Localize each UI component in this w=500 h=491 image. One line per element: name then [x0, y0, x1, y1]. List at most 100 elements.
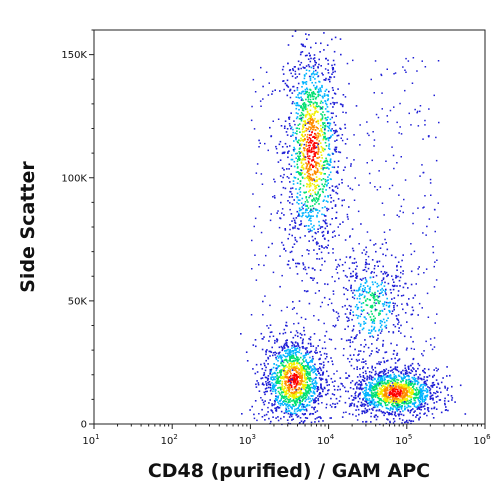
density-point — [294, 387, 296, 389]
density-point — [269, 386, 272, 389]
density-point — [383, 375, 385, 377]
density-point — [373, 415, 376, 418]
density-point — [436, 370, 438, 372]
density-point — [406, 395, 409, 397]
density-point — [286, 345, 289, 347]
density-point — [379, 313, 381, 315]
density-point — [293, 89, 296, 92]
density-point — [317, 191, 319, 193]
density-point — [410, 401, 412, 403]
density-point — [283, 400, 285, 402]
density-point — [409, 402, 412, 404]
density-point — [295, 383, 298, 385]
density-point — [336, 272, 339, 274]
density-point — [316, 91, 319, 93]
density-point — [309, 189, 311, 191]
density-point — [353, 403, 356, 405]
density-point — [288, 390, 290, 393]
density-point — [274, 388, 276, 391]
density-point — [293, 165, 296, 168]
density-point — [293, 412, 295, 415]
density-point — [294, 401, 296, 404]
density-point — [432, 417, 435, 419]
density-point — [366, 409, 369, 411]
density-point — [400, 386, 403, 388]
density-point — [331, 166, 334, 168]
density-point — [372, 328, 375, 331]
density-point — [301, 334, 303, 336]
density-point — [286, 366, 288, 368]
density-point — [346, 138, 349, 140]
density-point — [303, 375, 306, 378]
density-point — [363, 323, 365, 325]
density-point — [283, 169, 285, 171]
density-point — [294, 349, 296, 351]
density-point — [369, 306, 372, 308]
density-point — [290, 400, 293, 402]
density-point — [278, 226, 281, 229]
density-point — [269, 355, 271, 357]
density-point — [388, 304, 391, 307]
density-point — [310, 150, 313, 152]
density-point — [380, 270, 383, 273]
density-point — [367, 367, 369, 369]
density-point — [336, 139, 338, 141]
density-point — [396, 398, 398, 400]
density-point — [303, 135, 305, 138]
density-point — [358, 350, 360, 352]
density-point — [409, 410, 412, 412]
density-point — [306, 366, 309, 369]
density-point — [357, 306, 359, 309]
density-point — [370, 310, 373, 313]
density-point — [291, 388, 294, 391]
density-point — [270, 377, 272, 379]
density-point — [386, 275, 388, 278]
density-point — [302, 45, 305, 47]
density-point — [314, 61, 317, 64]
density-point — [240, 333, 242, 335]
density-point — [277, 419, 280, 422]
density-point — [332, 325, 334, 327]
density-point — [422, 383, 424, 386]
density-point — [382, 345, 384, 347]
density-point — [315, 352, 317, 354]
density-point — [337, 319, 339, 321]
density-point — [292, 377, 295, 379]
density-point — [292, 301, 294, 303]
density-point — [378, 380, 380, 383]
density-point — [297, 345, 300, 347]
density-point — [358, 286, 361, 289]
density-point — [281, 68, 284, 71]
density-point — [305, 372, 308, 374]
density-point — [364, 277, 367, 279]
density-point — [302, 135, 304, 138]
density-point — [394, 406, 397, 408]
density-point — [360, 283, 362, 286]
density-point — [421, 378, 423, 381]
density-point — [316, 390, 318, 393]
density-point — [378, 397, 380, 400]
density-point — [326, 180, 328, 182]
density-point — [254, 372, 257, 375]
density-point — [286, 384, 289, 387]
density-point — [277, 382, 280, 384]
density-point — [411, 391, 413, 394]
density-point — [427, 409, 429, 411]
density-point — [400, 399, 403, 402]
density-point — [317, 228, 319, 230]
density-point — [310, 211, 312, 213]
density-point — [312, 358, 314, 360]
density-point — [332, 290, 335, 292]
density-point — [315, 69, 317, 72]
density-point — [273, 363, 275, 365]
density-point — [373, 145, 375, 147]
density-point — [314, 370, 316, 372]
density-point — [305, 352, 307, 354]
density-point — [417, 407, 420, 409]
density-point — [392, 379, 395, 382]
density-point — [322, 372, 324, 375]
density-point — [315, 98, 317, 100]
density-point — [404, 364, 406, 367]
density-point — [310, 116, 313, 118]
density-point — [287, 152, 289, 154]
